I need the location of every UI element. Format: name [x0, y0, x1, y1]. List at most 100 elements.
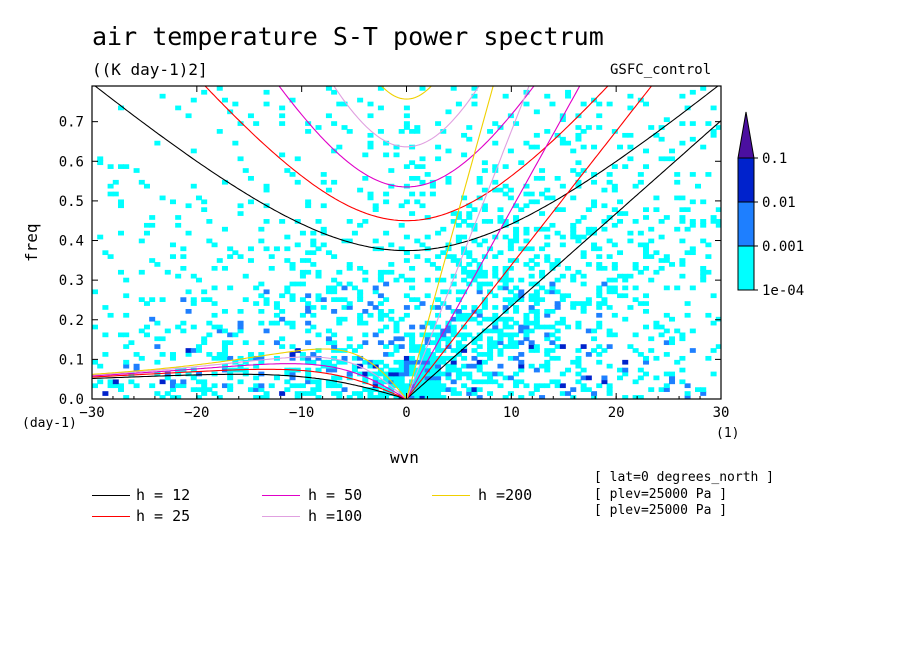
heatmap-cell — [185, 348, 192, 353]
heatmap-cell — [700, 387, 707, 392]
chart-title: air temperature S-T power spectrum — [92, 22, 604, 51]
heatmap-cell — [216, 355, 223, 361]
legend-label-h200: h =200 — [478, 486, 533, 504]
heatmap-cell — [97, 160, 104, 166]
heatmap-cell — [284, 387, 291, 392]
heatmap-cell — [580, 168, 587, 173]
heatmap-cell — [201, 336, 208, 342]
heatmap-cell — [403, 113, 410, 119]
heatmap-cell — [429, 367, 436, 373]
heatmap-cell — [539, 363, 546, 369]
heatmap-cell — [528, 191, 535, 197]
heatmap-cell — [336, 359, 343, 365]
heatmap-cell — [362, 340, 369, 346]
rossby-wave-curve — [92, 348, 407, 399]
heatmap-cell — [149, 297, 156, 302]
heatmap-cell — [107, 312, 114, 318]
heatmap-cell — [648, 336, 655, 342]
heatmap-cell — [393, 144, 400, 150]
heatmap-cell — [398, 316, 405, 322]
heatmap-cell — [123, 363, 130, 369]
heatmap-cell — [565, 89, 572, 95]
heatmap-cell — [279, 293, 286, 299]
heatmap-cell — [279, 219, 286, 224]
heatmap-cell — [268, 254, 275, 259]
heatmap-cell — [523, 316, 530, 322]
heatmap-cell — [97, 234, 104, 240]
heatmap-cell — [372, 371, 379, 377]
heatmap-cell — [440, 289, 447, 295]
heatmap-cell — [377, 316, 384, 322]
heatmap-cell — [632, 379, 639, 385]
heatmap-cell — [393, 359, 400, 365]
heatmap-cell — [549, 355, 556, 361]
heatmap-cell — [398, 359, 405, 365]
heatmap-cell — [419, 191, 426, 197]
heatmap-cell — [247, 246, 254, 252]
heatmap-cell — [513, 332, 520, 338]
heatmap-cell — [398, 367, 405, 373]
heatmap-cell — [471, 86, 478, 91]
heatmap-cell — [632, 219, 639, 224]
heatmap-cell — [700, 265, 707, 271]
heatmap-cell — [289, 383, 296, 389]
heatmap-cell — [258, 309, 265, 314]
heatmap-cell — [206, 387, 213, 392]
heatmap-cell — [518, 297, 525, 302]
heatmap-cell — [674, 172, 681, 177]
heatmap-cell — [305, 293, 312, 299]
heatmap-cell — [383, 269, 390, 275]
heatmap-cell — [596, 289, 603, 295]
heatmap-cell — [544, 258, 551, 263]
heatmap-cell — [617, 219, 624, 224]
heatmap-cell — [518, 293, 525, 299]
heatmap-cell — [544, 93, 551, 99]
heatmap-cell — [424, 293, 431, 299]
heatmap-cell — [606, 179, 613, 185]
heatmap-cell — [195, 371, 202, 377]
heatmap-cell — [227, 355, 234, 361]
heatmap-cell — [169, 254, 176, 259]
inertia-gravity-wave-curve — [204, 86, 609, 222]
heatmap-cell — [435, 254, 442, 259]
heatmap-cell — [492, 265, 499, 271]
heatmap-cell — [133, 367, 140, 373]
heatmap-cell — [190, 387, 197, 392]
heatmap-cell — [523, 332, 530, 338]
heatmap-cell — [102, 305, 109, 310]
info-line: [ plev=25000 Pa ] — [594, 503, 728, 518]
heatmap-cell — [528, 340, 535, 346]
heatmap-cell — [653, 250, 660, 256]
heatmap-cell — [544, 234, 551, 240]
heatmap-cell — [154, 391, 161, 396]
heatmap-cell — [533, 324, 540, 330]
heatmap-cell — [289, 281, 296, 287]
heatmap-cell — [221, 328, 228, 334]
heatmap-cell — [112, 379, 119, 385]
heatmap-cell — [331, 309, 338, 314]
heatmap-cell — [502, 332, 509, 338]
heatmap-cell — [476, 281, 483, 287]
heatmap-cell — [435, 230, 442, 236]
heatmap-cell — [377, 129, 384, 134]
heatmap-cell — [237, 203, 244, 209]
heatmap-cell — [429, 391, 436, 396]
heatmap-cell — [372, 285, 379, 291]
heatmap-cell — [643, 301, 650, 306]
heatmap-cell — [570, 277, 577, 283]
heatmap-cell — [403, 332, 410, 338]
heatmap-cell — [289, 371, 296, 377]
heatmap-cell — [679, 215, 686, 220]
heatmap-cell — [554, 301, 561, 306]
heatmap-cell — [466, 281, 473, 287]
heatmap-cell — [403, 199, 410, 205]
heatmap-cell — [632, 265, 639, 271]
heatmap-cell — [419, 363, 426, 369]
heatmap-cell — [471, 207, 478, 212]
heatmap-cell — [414, 129, 421, 134]
heatmap-cell — [502, 93, 509, 99]
heatmap-cell — [461, 316, 468, 322]
info-line: [ plev=25000 Pa ] — [594, 487, 728, 502]
heatmap-cell — [315, 355, 322, 361]
heatmap-cell — [689, 172, 696, 177]
